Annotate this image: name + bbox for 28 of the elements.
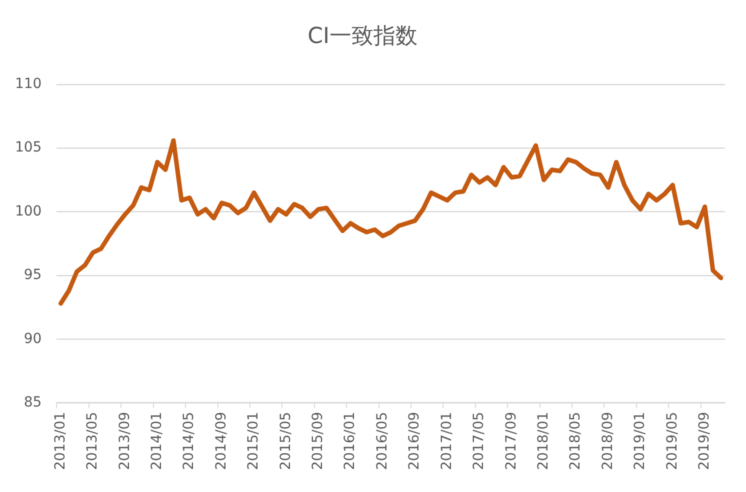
x-tick-label: 2013/01 <box>52 412 68 470</box>
y-tick-label: 100 <box>14 203 42 220</box>
x-tick-label: 2016/05 <box>374 412 390 470</box>
y-tick-label: 90 <box>24 330 42 347</box>
x-tick-label: 2017/01 <box>438 412 455 470</box>
x-tick-label: 2013/09 <box>116 412 133 470</box>
x-tick-label: 2019/05 <box>664 412 680 470</box>
x-tick-label: 2015/05 <box>278 412 294 470</box>
x-tick-label: 2018/09 <box>600 412 616 470</box>
chart-title: CI一致指数 <box>308 24 418 49</box>
x-tick-label: 2014/09 <box>213 412 230 470</box>
x-tick-label: 2014/05 <box>181 412 198 470</box>
x-tick-label: 2016/01 <box>342 412 358 470</box>
x-tick-label: 2014/01 <box>149 412 166 470</box>
x-tick-label: 2018/01 <box>535 412 552 470</box>
y-tick-label: 110 <box>14 76 42 92</box>
x-tick-label: 2015/01 <box>246 412 262 470</box>
y-tick-label: 95 <box>24 267 42 284</box>
x-tick-label: 2016/09 <box>406 412 423 470</box>
x-tick-label: 2019/09 <box>696 412 713 470</box>
x-tick-label: 2019/01 <box>632 412 648 470</box>
y-tick-label: 85 <box>24 394 42 410</box>
y-tick-label: 105 <box>14 140 42 156</box>
x-tick-label: 2017/05 <box>471 412 488 470</box>
x-tick-label: 2013/05 <box>84 412 101 470</box>
x-tick-label: 2017/09 <box>503 412 520 470</box>
x-tick-label: 2015/09 <box>310 412 326 470</box>
x-tick-label: 2018/05 <box>568 412 584 470</box>
